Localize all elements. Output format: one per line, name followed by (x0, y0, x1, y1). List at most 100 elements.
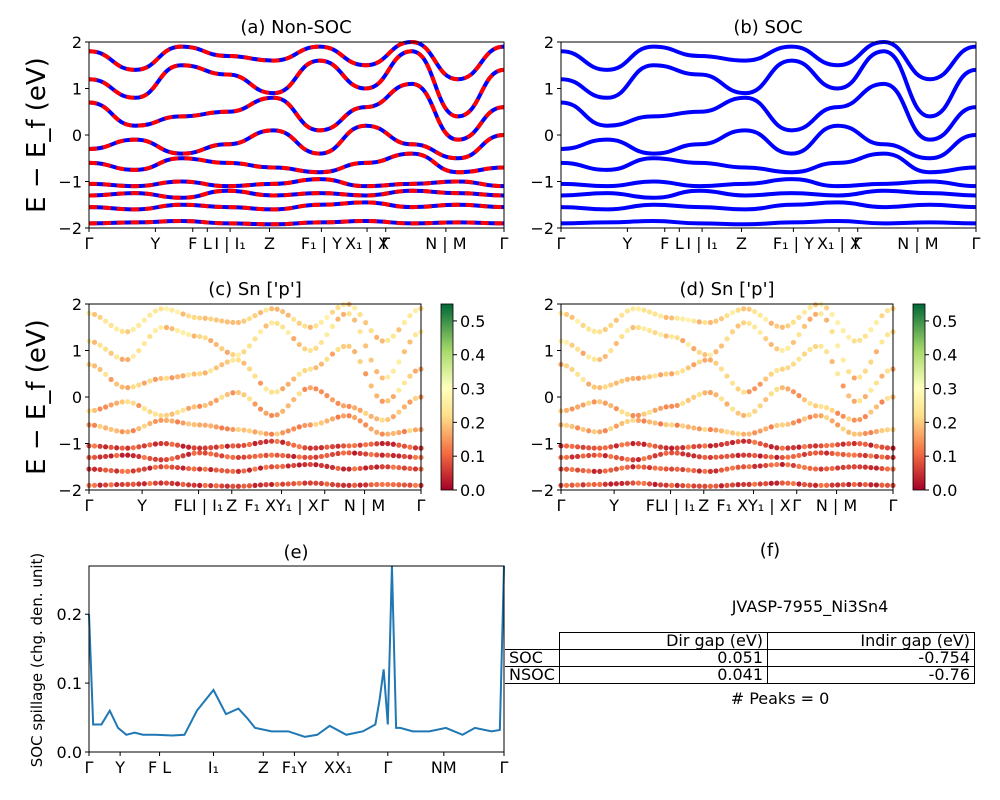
projection-point (569, 482, 575, 488)
projection-point (669, 466, 675, 472)
colorbar-tick-label: 0.0 (932, 481, 957, 500)
projection-point (669, 445, 675, 451)
projection-point (735, 386, 741, 392)
projection-point (147, 465, 153, 471)
projection-point (114, 354, 120, 360)
projection-point (208, 451, 214, 457)
projection-point (580, 376, 586, 383)
projection-point (147, 455, 153, 462)
projection-point (180, 420, 186, 426)
projection-point (169, 375, 175, 381)
projection-point (718, 454, 725, 460)
projection-point (97, 342, 103, 348)
projection-point (163, 456, 170, 463)
header-indir-gap: Indir gap (eV) (767, 632, 975, 650)
projection-point (269, 464, 275, 470)
projection-point (213, 424, 219, 430)
projection-point (130, 481, 136, 487)
projection-point (569, 454, 575, 460)
projection-point (141, 481, 147, 487)
projection-point (774, 386, 780, 392)
projection-point (296, 462, 302, 468)
projection-point (741, 306, 747, 312)
projection-point (818, 482, 824, 488)
x-tick-label: Γ (557, 496, 566, 515)
projection-point (741, 320, 747, 326)
projection-point (702, 426, 708, 433)
projection-point (824, 466, 830, 472)
projection-point (663, 371, 669, 377)
projection-point (385, 374, 391, 380)
projection-point (569, 423, 575, 430)
projection-point (324, 444, 330, 450)
projection-point (884, 482, 891, 488)
projection-point (752, 452, 758, 459)
projection-point (346, 413, 352, 419)
projection-point (696, 426, 702, 432)
projection-point (91, 339, 98, 345)
projection-point (774, 422, 780, 429)
projection-point (824, 450, 830, 456)
projection-point (103, 404, 109, 410)
projection-point (752, 439, 758, 445)
projection-point (580, 322, 586, 328)
x-tick-label: F₁ XY₁ | X (244, 496, 318, 515)
projection-point (696, 319, 702, 325)
projection-point (324, 452, 330, 459)
x-tick-label: Γ (320, 496, 329, 515)
projection-point (407, 339, 413, 345)
projection-point (352, 442, 358, 449)
y-tick-label: 0 (544, 388, 554, 407)
panel-d-colorbar: 0.0 0.1 0.2 0.3 0.4 0.5 (912, 303, 957, 500)
projection-point (702, 443, 708, 449)
projection-point (685, 444, 691, 450)
projection-point (263, 410, 269, 416)
projection-point (735, 307, 741, 313)
projection-point (580, 350, 586, 356)
projection-point (707, 426, 714, 433)
projection-point (125, 481, 131, 488)
spillage-line (88, 565, 505, 738)
projection-point (230, 454, 236, 460)
projection-point (796, 452, 802, 459)
projection-point (285, 428, 291, 434)
projection-point (329, 397, 336, 403)
x-tick-label: Γ (972, 234, 981, 253)
projection-point (91, 466, 98, 472)
projection-point (313, 386, 319, 392)
projection-point (219, 453, 225, 459)
x-tick-label: I | I₁ (686, 234, 717, 253)
projection-point (390, 393, 396, 400)
projection-point (691, 394, 697, 400)
projection-point (396, 453, 402, 459)
projection-point (197, 333, 203, 340)
projection-point (768, 341, 774, 348)
projection-point (202, 370, 208, 376)
projection-point (246, 366, 253, 372)
projection-point (835, 451, 841, 457)
gap-table-header: Dir gap (eV) Indir gap (eV) (505, 632, 975, 650)
projection-point (707, 357, 714, 363)
projection-point (152, 464, 158, 470)
projection-point (851, 452, 857, 458)
projection-point (696, 349, 702, 355)
y-tick-label: 2 (72, 33, 82, 52)
projection-point (790, 319, 797, 325)
projection-point (296, 371, 302, 377)
projection-point (191, 333, 197, 339)
projection-point (141, 380, 147, 386)
projection-point (696, 454, 702, 460)
projection-point (846, 464, 852, 470)
projection-point (340, 302, 347, 308)
projection-point (119, 468, 125, 474)
projection-point (829, 311, 835, 318)
projection-point (224, 468, 230, 474)
projection-point (363, 442, 369, 448)
projection-point (873, 443, 880, 449)
projection-point (602, 468, 608, 474)
projection-point (724, 440, 730, 447)
projection-point (774, 323, 780, 329)
